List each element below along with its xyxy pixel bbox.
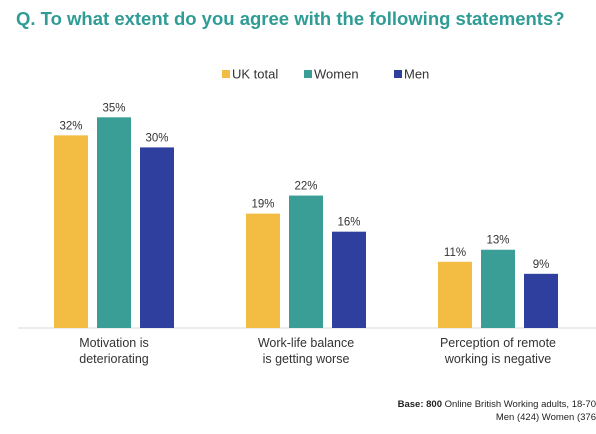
bar-2-2 [524,273,558,328]
bar-0-0 [54,135,88,328]
category-label-0-0: Motivation is [79,336,148,350]
data-label-0-2: 30% [145,132,168,144]
bar-2-1 [481,249,515,328]
data-label-0-1: 35% [102,102,125,114]
legend: UK total Women Men [222,67,429,82]
base-breakdown: Men (424) Women (376 [495,412,596,423]
bar-1-0 [246,213,280,328]
category-label-1-1: is getting worse [263,352,350,366]
category-label-0-1: deteriorating [79,352,149,366]
legend-label-2: Men [404,67,429,82]
bar-2-0 [438,261,472,328]
data-label-2-1: 13% [486,235,509,247]
base-description: Online British Working adults, 18-70 [441,399,596,410]
data-label-2-0: 11% [444,247,466,259]
data-label-0-0: 32% [59,120,82,132]
category-label-2-1: working is negative [444,352,551,366]
bar-0-1 [97,117,131,328]
category-label-1-0: Work-life balance [258,336,354,350]
bar-0-2 [140,147,174,328]
chart-title: Q. To what extent do you agree with the … [16,8,565,29]
data-label-2-2: 9% [533,259,550,271]
bar-1-1 [289,195,323,328]
legend-swatch-0 [222,70,230,78]
base-note: Base: 800 Online British Working adults,… [398,398,596,424]
data-label-1-0: 19% [251,199,274,211]
base-label: Base: 800 [397,399,442,410]
legend-swatch-1 [304,70,312,78]
legend-swatch-2 [394,70,402,78]
legend-label-0: UK total [232,67,278,82]
legend-label-1: Women [314,67,359,82]
data-label-1-2: 16% [337,217,360,229]
data-label-1-1: 22% [294,181,317,193]
bar-1-2 [332,231,366,328]
category-label-2-0: Perception of remote [440,336,556,350]
